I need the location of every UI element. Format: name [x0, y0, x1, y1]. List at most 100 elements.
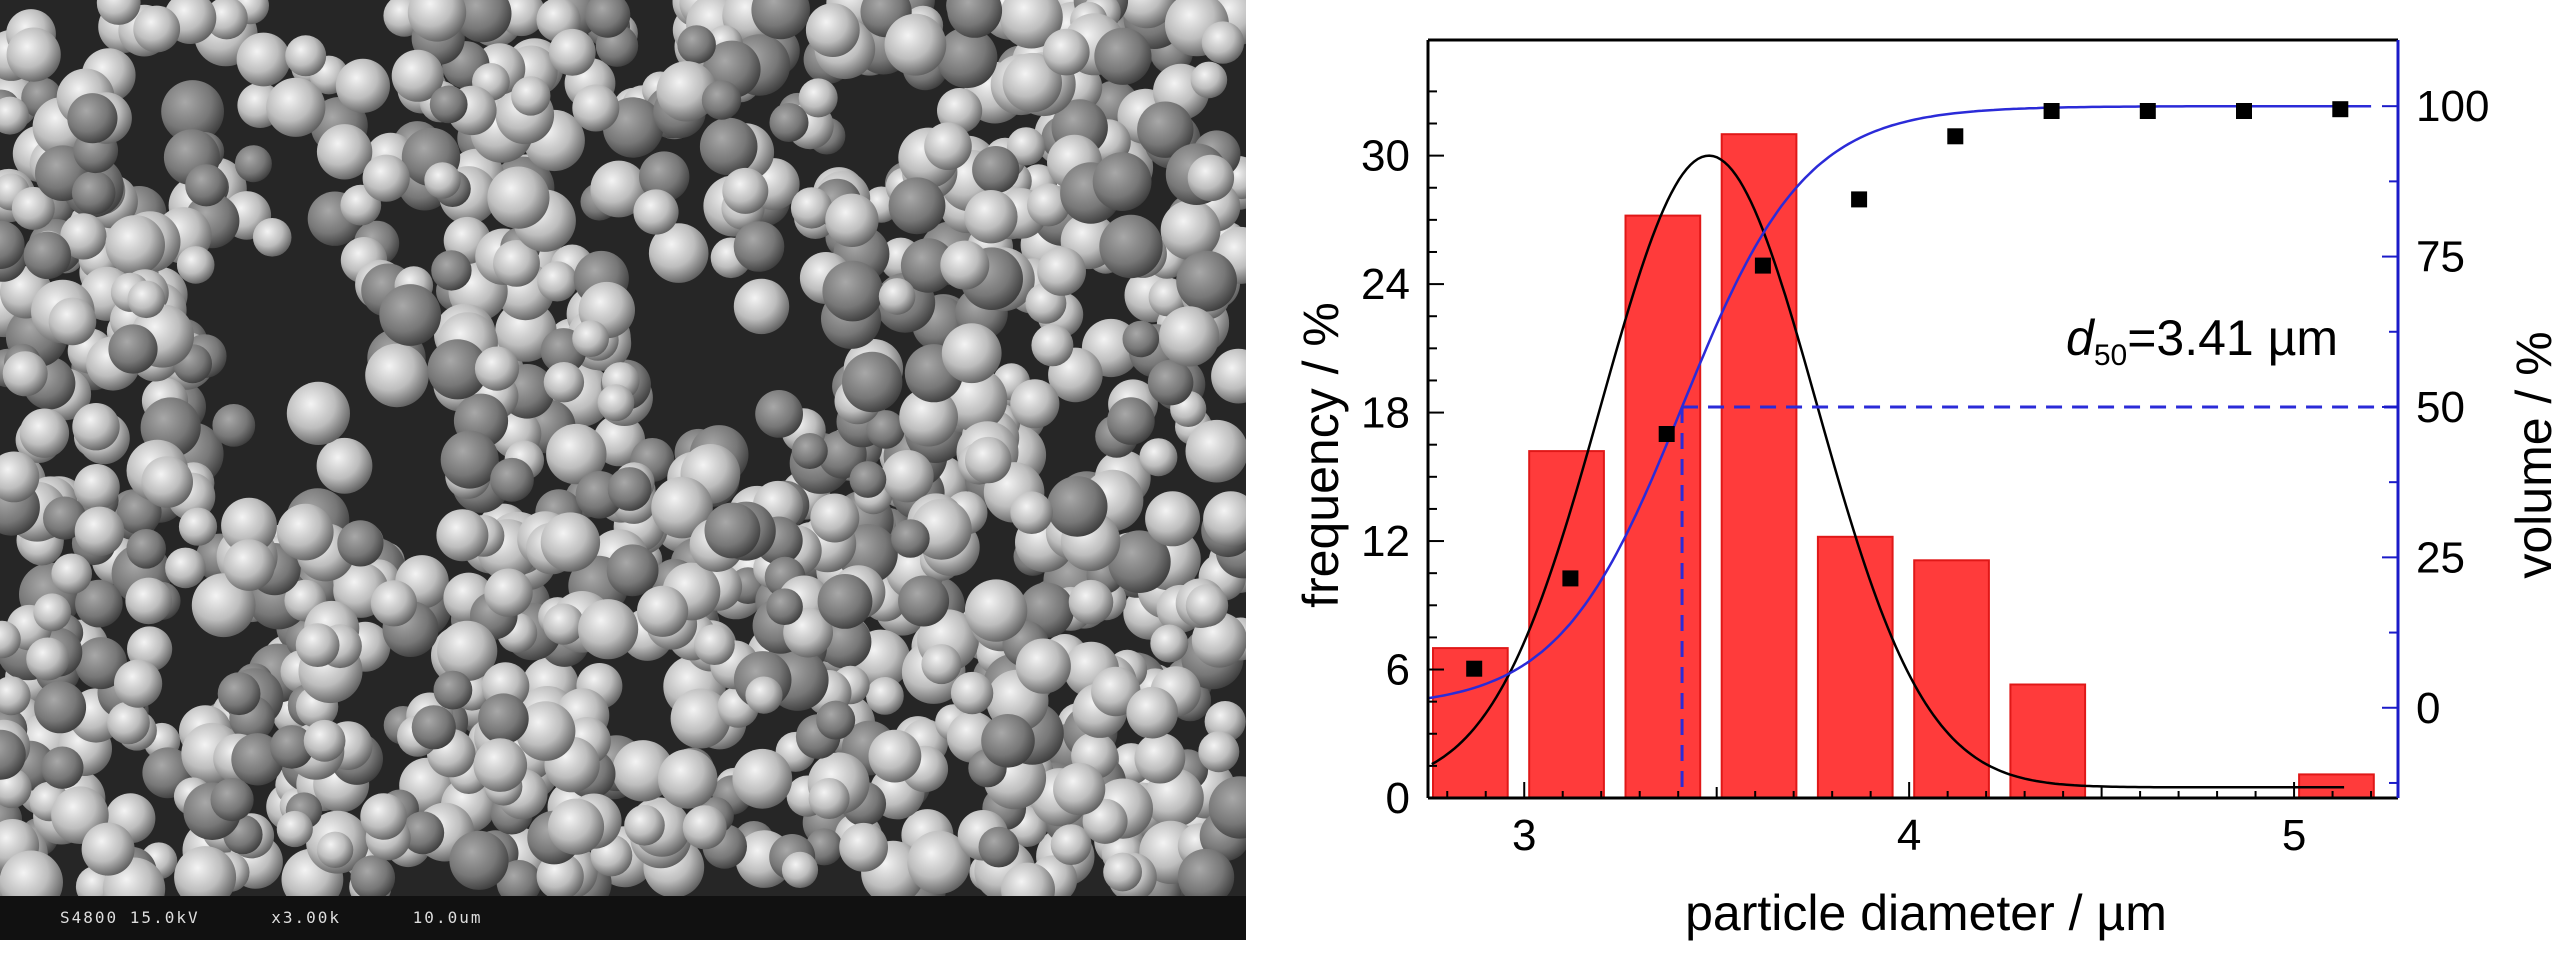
sem-particle — [1145, 491, 1201, 547]
sem-particle — [1150, 624, 1189, 663]
sem-particle — [141, 456, 193, 508]
y-tick-label: 24 — [1361, 260, 1410, 309]
sem-particle — [1010, 491, 1053, 534]
volume-point — [1562, 570, 1579, 587]
sem-particle — [1139, 438, 1178, 477]
sem-particle — [487, 166, 550, 229]
sem-particle — [637, 585, 689, 637]
sem-particle — [221, 497, 277, 554]
histogram-bars — [1432, 133, 2375, 800]
sem-particle — [217, 672, 261, 716]
sem-particle — [900, 238, 956, 293]
sem-particle — [72, 403, 120, 451]
sem-particle — [105, 215, 165, 275]
sem-particle — [1010, 379, 1060, 429]
sem-particle — [648, 223, 709, 283]
sem-particle — [0, 220, 25, 269]
x-axis-title: particle diameter / µm — [1685, 885, 2167, 941]
y-axis-left: 0 6 12 18 24 30 — [1361, 90, 1444, 823]
sem-particle — [1159, 306, 1220, 367]
sem-particle — [19, 408, 70, 458]
sem-particle — [805, 3, 860, 57]
sem-particle — [108, 324, 158, 374]
sem-particle — [515, 701, 576, 761]
sem-particle — [624, 805, 665, 846]
sem-particle — [612, 740, 674, 802]
sem-particle — [106, 701, 150, 745]
y2-tick-label: 50 — [2416, 383, 2465, 432]
sem-particle — [1046, 476, 1108, 537]
sem-particle — [71, 171, 116, 215]
volume-point — [1466, 660, 1483, 677]
sem-particle — [0, 620, 21, 659]
sem-particle — [866, 410, 905, 449]
sem-particle — [816, 700, 856, 740]
sem-particle — [1203, 491, 1246, 547]
sem-particle — [0, 676, 31, 716]
sem-particle — [51, 553, 92, 595]
sem-particle — [360, 793, 407, 840]
y2-tick-label: 100 — [2416, 82, 2489, 131]
d50-markers — [1680, 405, 2398, 798]
sem-particle — [1211, 348, 1246, 404]
sem-particle-image — [0, 0, 1246, 940]
sem-particle — [212, 404, 256, 447]
sem-particle — [825, 193, 879, 247]
histogram-bar — [1720, 133, 1798, 799]
sem-particle — [185, 164, 228, 207]
sem-particle — [1185, 419, 1246, 483]
sem-particle — [822, 260, 883, 322]
d50-symbol: d — [2066, 310, 2096, 366]
sem-particle — [808, 778, 850, 819]
sem-particle — [236, 32, 291, 87]
histogram-bar — [1913, 559, 1990, 799]
sem-particle — [572, 84, 620, 132]
sem-particle — [34, 681, 87, 734]
sem-particle — [878, 278, 916, 315]
sem-particle — [899, 387, 958, 447]
sem-particle — [205, 0, 248, 40]
sem-particle — [496, 860, 542, 905]
sem-particle — [11, 186, 55, 230]
sem-particle — [362, 154, 410, 202]
sem-particle — [114, 659, 163, 708]
sem-particle — [733, 221, 785, 272]
sem-particle — [937, 88, 983, 134]
volume-curve-group — [1427, 104, 2372, 700]
sem-particle — [391, 49, 444, 102]
sem-particle — [670, 688, 731, 749]
sem-particle — [440, 430, 499, 489]
sem-particle — [75, 579, 123, 628]
sem-particle — [178, 507, 218, 546]
sem-particle — [1177, 848, 1235, 906]
sem-particle — [252, 218, 292, 257]
sem-particle — [161, 80, 225, 143]
x-tick-label: 4 — [1897, 811, 1921, 860]
sem-particle — [286, 381, 350, 445]
sem-particle — [165, 547, 206, 589]
sem-info-bar: S4800 15.0kV x3.00k 10.0um — [0, 896, 1246, 940]
sem-particle — [606, 544, 659, 597]
sem-particle — [379, 284, 442, 346]
sem-particle — [947, 0, 1003, 38]
sem-particle — [490, 457, 534, 502]
sem-particle — [277, 503, 334, 561]
volume-point — [1947, 128, 1964, 145]
sem-particle — [350, 855, 396, 900]
y2-tick-label: 75 — [2416, 233, 2465, 282]
sem-particle — [335, 58, 390, 113]
sem-particle — [1107, 397, 1155, 445]
sem-particle — [33, 593, 72, 632]
sem-particle — [1015, 638, 1071, 694]
sem-particle — [1147, 359, 1194, 406]
sem-particle — [578, 599, 639, 660]
volume-point — [2236, 103, 2252, 119]
sem-particle — [411, 705, 456, 750]
x-tick-label: 3 — [1512, 811, 1536, 860]
sem-particle — [234, 145, 272, 183]
sem-particle — [0, 451, 40, 503]
sem-particle — [401, 811, 445, 855]
sem-particle — [540, 512, 601, 572]
sem-particle — [223, 539, 275, 591]
sem-particle — [493, 240, 540, 287]
